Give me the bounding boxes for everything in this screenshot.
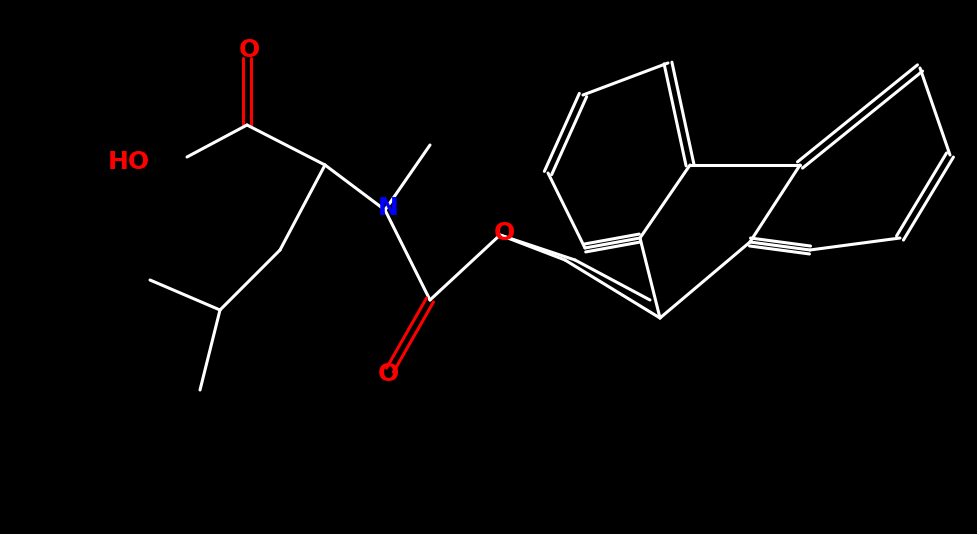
Text: HO: HO — [107, 150, 149, 174]
Text: N: N — [377, 196, 398, 220]
Text: O: O — [492, 221, 514, 245]
Text: O: O — [377, 362, 399, 386]
Text: O: O — [238, 38, 259, 62]
